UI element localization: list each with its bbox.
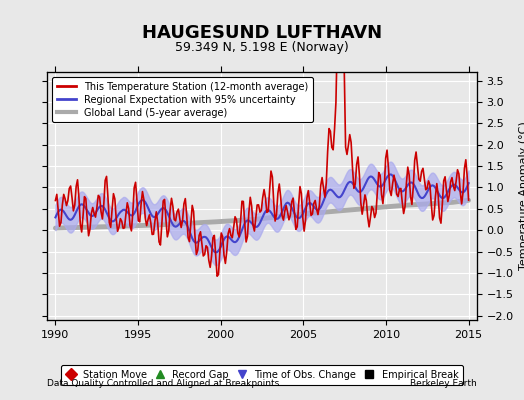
Text: Data Quality Controlled and Aligned at Breakpoints: Data Quality Controlled and Aligned at B… <box>47 379 279 388</box>
Text: 59.349 N, 5.198 E (Norway): 59.349 N, 5.198 E (Norway) <box>175 41 349 54</box>
Y-axis label: Temperature Anomaly (°C): Temperature Anomaly (°C) <box>519 122 524 270</box>
Legend: Station Move, Record Gap, Time of Obs. Change, Empirical Break: Station Move, Record Gap, Time of Obs. C… <box>61 365 463 384</box>
Text: Berkeley Earth: Berkeley Earth <box>410 379 477 388</box>
Text: HAUGESUND LUFTHAVN: HAUGESUND LUFTHAVN <box>142 24 382 42</box>
